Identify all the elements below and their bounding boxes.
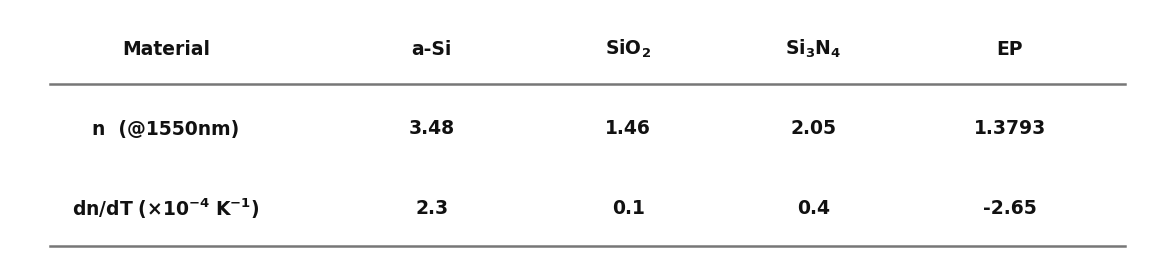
Text: 2.05: 2.05 [790,119,836,139]
Text: 0.4: 0.4 [796,199,830,218]
Text: 1.3793: 1.3793 [973,119,1045,139]
Text: $\mathbf{SiO_2}$: $\mathbf{SiO_2}$ [605,38,652,60]
Text: $\mathbf{dn/dT\ (\times10^{-4}\ K^{-1})}$: $\mathbf{dn/dT\ (\times10^{-4}\ K^{-1})}… [72,197,260,221]
Text: 0.1: 0.1 [612,199,645,218]
Text: -2.65: -2.65 [982,199,1036,218]
Text: n  (@1550nm): n (@1550nm) [92,119,240,139]
Text: a-Si: a-Si [412,40,452,59]
Text: EP: EP [996,40,1023,59]
Text: 1.46: 1.46 [605,119,651,139]
Text: 2.3: 2.3 [416,199,448,218]
Text: Material: Material [122,40,210,59]
Text: $\mathbf{Si_3N_4}$: $\mathbf{Si_3N_4}$ [785,38,842,60]
Text: 3.48: 3.48 [409,119,455,139]
